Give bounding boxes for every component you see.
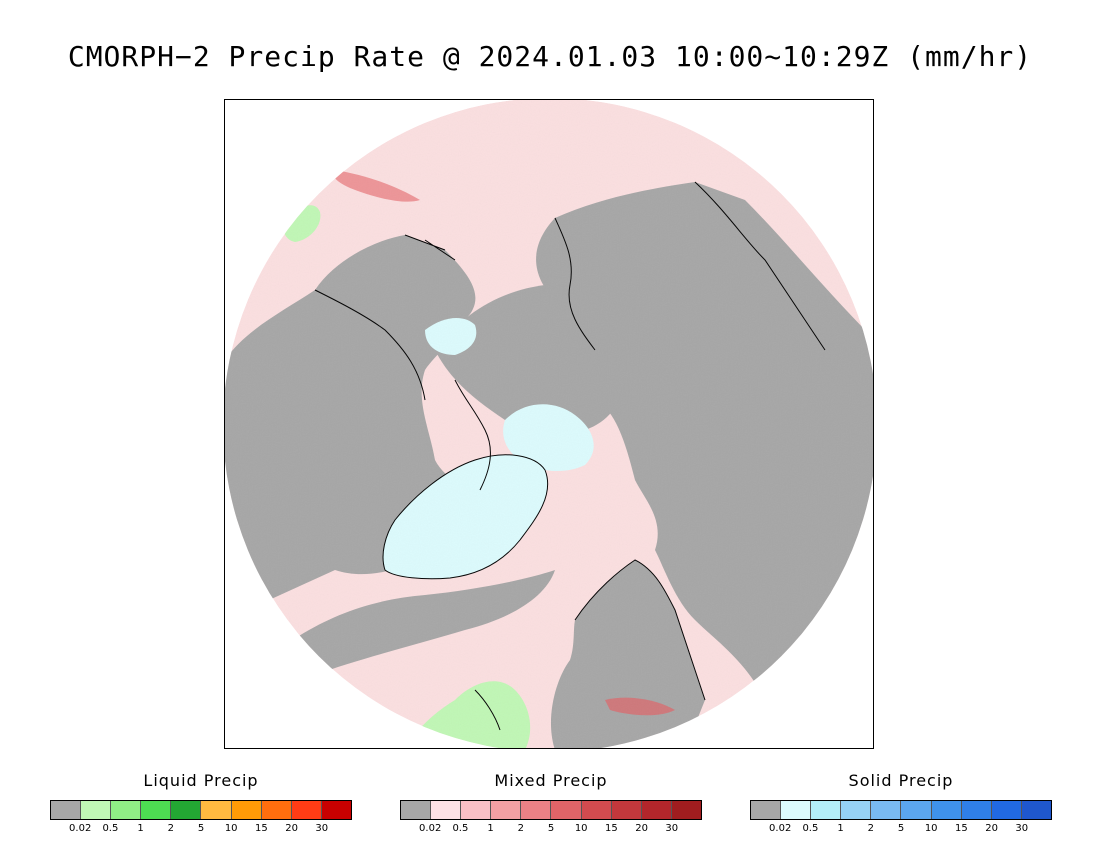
legend-colorbar [50,800,352,820]
map-texture [225,100,873,748]
map-frame [224,99,874,749]
legend-swatch [751,801,782,819]
legend-swatch [931,801,962,819]
legend-swatch [901,801,932,819]
legend-swatch [491,801,522,819]
legend-tick-label: 1 [837,823,844,834]
legend-colorbar [750,800,1052,820]
legend-swatch [291,801,322,819]
legend-solid-precip: Solid Precip 0.02 0.5 1 2 5 10 15 20 30 [750,770,1052,834]
map-disk [225,100,873,748]
legend-swatch [171,801,202,819]
legend-tick-label: 20 [985,823,998,834]
legend-tick-label: 0.5 [802,823,819,834]
legend-tick-label: 20 [635,823,648,834]
legend-tick-label: 1 [487,823,494,834]
legend-mixed-precip: Mixed Precip 0.02 0.5 1 2 5 10 15 20 30 [400,770,702,834]
legend-tick-label: 1 [137,823,144,834]
legend-swatch [261,801,292,819]
legend-swatch [321,801,351,819]
legend-tick-label: 2 [867,823,874,834]
legend-swatch [611,801,642,819]
legend-swatch [1021,801,1051,819]
legend-tick-label: 5 [197,823,205,834]
legend-swatch [581,801,612,819]
legend-tick-label: 10 [224,823,238,834]
legend-swatch [841,801,872,819]
legend-ticks: 0.02 0.5 1 2 5 10 15 20 30 [750,820,1052,834]
legend-title: Mixed Precip [494,771,608,790]
legend-swatch [781,801,812,819]
legend-tick-label: 5 [897,823,905,834]
polar-precip-map [225,100,873,748]
legend-tick-label: 15 [955,823,968,834]
legend-swatch [141,801,172,819]
legend-swatch [871,801,902,819]
legend-swatch [431,801,462,819]
legend-tick-label: 30 [1015,823,1029,834]
legend-tick-label: 0.5 [452,823,469,834]
legend-swatch [961,801,992,819]
legend-tick-label: 2 [167,823,174,834]
legend-tick-label: 15 [255,823,268,834]
legend-swatch [461,801,492,819]
legend-swatch [201,801,232,819]
legend-ticks: 0.02 0.5 1 2 5 10 15 20 30 [400,820,702,834]
legend-swatch [111,801,142,819]
legend-swatch [991,801,1022,819]
legend-swatch [231,801,262,819]
legend-tick-label: 30 [315,823,329,834]
legend-tick-label: 0.02 [419,823,442,834]
legend-tick-label: 15 [605,823,618,834]
legend-tick-label: 0.02 [769,823,792,834]
legend-swatch [671,801,701,819]
legend-tick-label: 0.5 [102,823,119,834]
legend-tick-label: 0.02 [69,823,92,834]
legend-swatch [811,801,842,819]
legend-swatch [51,801,82,819]
legend-swatch [81,801,112,819]
legend-colorbar [400,800,702,820]
legend-tick-label: 20 [285,823,298,834]
legend-swatch [641,801,672,819]
legend-tick-label: 10 [924,823,938,834]
legend-tick-label: 5 [547,823,555,834]
legend-tick-label: 10 [574,823,588,834]
legend-swatch [551,801,582,819]
legend-tick-label: 30 [665,823,679,834]
legend-swatch [521,801,552,819]
legend-liquid-precip: Liquid Precip 0.02 0.5 1 2 5 10 15 20 30 [50,770,352,834]
legend-tick-label: 2 [517,823,524,834]
legend-title: Solid Precip [848,771,954,790]
legend-ticks: 0.02 0.5 1 2 5 10 15 20 30 [50,820,352,834]
map-title: CMORPH−2 Precip Rate @ 2024.01.03 10:00~… [67,40,1033,73]
legend-swatch [401,801,432,819]
legend-title: Liquid Precip [143,771,259,790]
